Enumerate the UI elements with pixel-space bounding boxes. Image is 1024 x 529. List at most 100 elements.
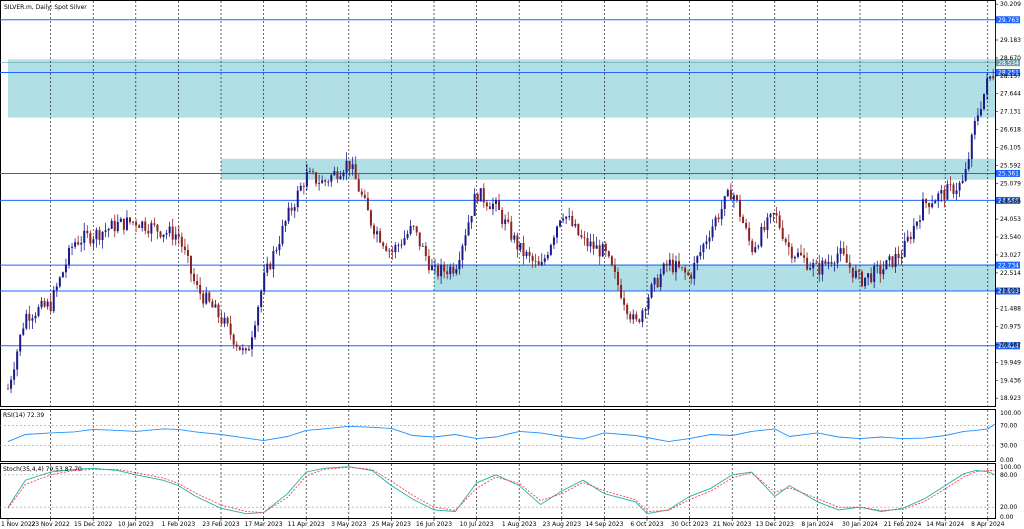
candle-body xyxy=(7,388,9,390)
candle-body xyxy=(540,261,543,266)
candle-body xyxy=(757,246,760,248)
candle-body xyxy=(400,244,403,246)
candle-body xyxy=(345,160,348,173)
candle-body xyxy=(43,300,46,307)
candle-body xyxy=(141,221,144,228)
candle-body xyxy=(199,284,202,294)
candle-body xyxy=(22,328,25,335)
stoch-series-0 xyxy=(7,466,995,515)
rsi-title: RSI(14) 72.39 xyxy=(3,412,44,419)
level-label: 22.734 xyxy=(998,262,1019,269)
candle-body xyxy=(824,260,827,264)
candle-body xyxy=(92,239,95,244)
candle-body xyxy=(693,262,696,279)
candle-body xyxy=(235,344,238,347)
candle-body xyxy=(668,259,671,266)
candle-body xyxy=(357,179,360,192)
candle-body xyxy=(638,319,641,323)
candle-body xyxy=(180,236,183,247)
candle-body xyxy=(446,271,449,275)
candle-body xyxy=(202,293,205,304)
candle-body xyxy=(769,213,772,218)
level-tag xyxy=(996,342,1020,350)
rsi-tick-label: 0.00 xyxy=(1000,457,1014,464)
candle-body xyxy=(964,169,967,181)
candle-body xyxy=(742,216,745,223)
candle-body xyxy=(101,231,104,240)
candle-body xyxy=(461,245,464,261)
candle-body xyxy=(430,265,433,271)
candle-body xyxy=(226,317,229,324)
date-tick-label: 30 Jan 2024 xyxy=(842,521,878,528)
candle-body xyxy=(315,172,318,184)
price-axis: 30.209 29.183 28.670 28.157 27.644 27.131 26.6… xyxy=(995,1,1021,402)
candle-body xyxy=(708,237,711,242)
candle-body xyxy=(135,221,138,226)
level-tag xyxy=(996,16,1020,24)
candle-body xyxy=(845,254,848,263)
candle-body xyxy=(153,223,156,225)
stoch-pane-frame xyxy=(0,463,996,519)
candle-body xyxy=(848,262,851,268)
candle-body xyxy=(653,277,656,285)
candle-body xyxy=(571,216,574,226)
candle-body xyxy=(705,241,708,245)
candle-body xyxy=(723,196,726,209)
candle-body xyxy=(290,207,293,211)
candle-body xyxy=(613,265,616,272)
price-tick-label: 29.183 xyxy=(1000,37,1021,44)
candle-body xyxy=(104,230,107,232)
candle-body xyxy=(931,203,934,208)
candle-body xyxy=(107,228,110,231)
candle-body xyxy=(342,172,345,177)
chart-title: SILVER.m, Daily: Spot Silver xyxy=(4,4,87,11)
candle-body xyxy=(327,181,330,183)
price-tick-label: 25.079 xyxy=(1000,180,1021,187)
candle-body xyxy=(501,209,504,224)
candle-body xyxy=(369,210,372,226)
candle-body xyxy=(348,160,351,169)
candle-body xyxy=(952,184,955,194)
candle-body xyxy=(74,242,77,247)
candle-body xyxy=(52,290,55,312)
candle-body xyxy=(150,223,153,234)
price-tick-label: 19.949 xyxy=(1000,359,1021,366)
main-grid xyxy=(50,1,989,406)
candle-body xyxy=(610,256,613,266)
candle-body xyxy=(629,314,632,320)
candle-body xyxy=(687,272,690,275)
zone-2 xyxy=(434,264,995,291)
candle-body xyxy=(415,226,418,233)
candle-body xyxy=(312,171,314,173)
candle-body xyxy=(915,221,918,226)
stoch-lines-layer xyxy=(0,466,995,515)
price-tick-label: 28.157 xyxy=(1000,73,1021,80)
candle-body xyxy=(620,285,623,299)
candle-body xyxy=(778,215,781,228)
candle-body xyxy=(162,234,165,238)
stoch-tick-label: 100.00 xyxy=(1000,464,1021,471)
candle-body xyxy=(488,206,491,210)
level-label: 25.361 xyxy=(998,171,1019,178)
candle-body xyxy=(257,306,260,326)
candle-body xyxy=(711,226,714,238)
date-tick-label: 13 Dec 2023 xyxy=(756,521,795,528)
price-tick-label: 21.488 xyxy=(1000,306,1021,313)
candle-body xyxy=(113,220,116,232)
candle-body xyxy=(766,217,769,230)
date-tick-label: 15 Dec 2022 xyxy=(74,521,113,528)
candle-body xyxy=(10,379,13,389)
candle-body xyxy=(333,171,336,176)
candle-body xyxy=(635,314,638,320)
candle-body xyxy=(437,265,440,277)
candle-body xyxy=(34,315,37,319)
candle-body xyxy=(793,256,796,259)
date-tick-label: 6 Oct 2023 xyxy=(630,521,663,528)
candle-body xyxy=(815,262,818,264)
candle-body xyxy=(25,313,28,329)
candle-body xyxy=(418,232,421,247)
candle-body xyxy=(125,217,128,230)
candle-body xyxy=(531,255,534,262)
